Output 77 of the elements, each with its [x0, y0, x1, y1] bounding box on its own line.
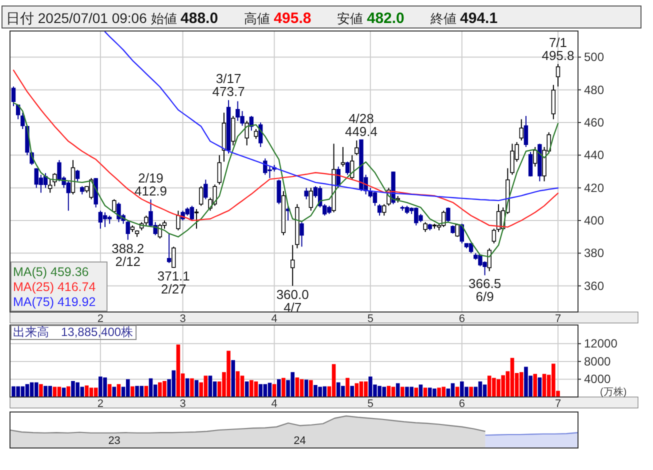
x-tick-label: 2	[97, 398, 104, 410]
bar	[300, 379, 304, 397]
x-tick-label: 5	[367, 313, 374, 325]
text: 終値 494.1	[429, 10, 498, 27]
annotation: 4/28 449.4	[344, 110, 378, 139]
x-tick-label: 4	[271, 313, 278, 325]
x-tick-label: 7	[554, 313, 562, 325]
annotation: 360.0 4/7	[276, 286, 309, 315]
bar	[276, 379, 281, 397]
bar	[510, 358, 514, 397]
bar	[295, 377, 300, 397]
y-tick-label: 460	[584, 115, 604, 130]
y-tick-label: 380	[584, 246, 604, 260]
bar	[282, 378, 286, 397]
bar	[309, 380, 313, 397]
bar	[533, 374, 538, 397]
bar	[519, 372, 524, 397]
x-tick-label: 2	[97, 313, 104, 325]
bar	[469, 386, 473, 397]
annotation: 388.2 2/12	[112, 240, 144, 269]
bar	[176, 344, 180, 397]
chart-title: 出来高 13,885,400株	[13, 325, 134, 339]
x-tick-label: 6	[458, 398, 465, 410]
bar	[130, 386, 134, 397]
bar	[94, 388, 98, 397]
y-tick-label: 420	[584, 180, 604, 195]
text: 始値 488.0	[150, 10, 218, 27]
bar	[39, 384, 43, 397]
bar	[354, 383, 359, 397]
annotation: 7/1 495.8	[542, 35, 574, 63]
x-tick-label: 3	[180, 313, 186, 325]
y-tick-label: 8000	[584, 354, 612, 368]
annotation: 366.5 6/9	[468, 276, 502, 304]
annotation: 3/17 473.7	[212, 71, 245, 100]
bar	[332, 364, 336, 397]
y-tick-label: 440	[584, 148, 604, 162]
bar	[350, 386, 354, 397]
bar	[185, 378, 190, 397]
y-tick-label: 500	[584, 50, 604, 64]
text: MA(25) 416.74	[13, 280, 96, 294]
bar	[34, 382, 38, 397]
bar	[236, 371, 240, 397]
bar	[194, 380, 198, 397]
x-tick-label: 4	[271, 398, 278, 410]
bar	[538, 377, 542, 397]
bar	[346, 378, 350, 397]
y-axis-title: (万株)	[600, 386, 627, 398]
text: 安値 482.0	[337, 10, 404, 27]
bar	[108, 384, 112, 397]
annotation: 371.1 2/27	[157, 268, 190, 297]
bar	[208, 376, 212, 397]
bar	[396, 383, 400, 397]
bar	[542, 374, 546, 397]
y-tick-label: 4000	[584, 372, 612, 386]
bar	[126, 379, 130, 397]
chart-title: 日付 2025/07/01 09:06	[6, 10, 148, 26]
bar	[190, 378, 194, 397]
text: 高値 495.8	[244, 10, 312, 27]
y-tick-label: 360	[584, 278, 604, 293]
text: MA(5) 459.36	[13, 265, 89, 279]
bar	[231, 360, 236, 397]
text: MA(75) 419.92	[13, 295, 96, 309]
x-tick-label: 6	[458, 313, 465, 325]
bar	[66, 386, 70, 397]
bar	[304, 380, 308, 397]
x-tick-label: 3	[180, 398, 186, 410]
x-tick-label: 7	[554, 398, 562, 410]
y-tick-label: 480	[584, 82, 604, 97]
annotation: 2/19 412.9	[134, 170, 168, 198]
y-tick-label: 12000	[584, 336, 618, 351]
x-tick-label: 5	[367, 398, 374, 410]
x-tick-label: 23	[108, 435, 120, 447]
y-tick-label: 400	[584, 214, 604, 228]
x-tick-label: 24	[294, 435, 306, 447]
bar	[244, 381, 249, 397]
bar	[450, 383, 455, 397]
bar	[400, 386, 404, 397]
